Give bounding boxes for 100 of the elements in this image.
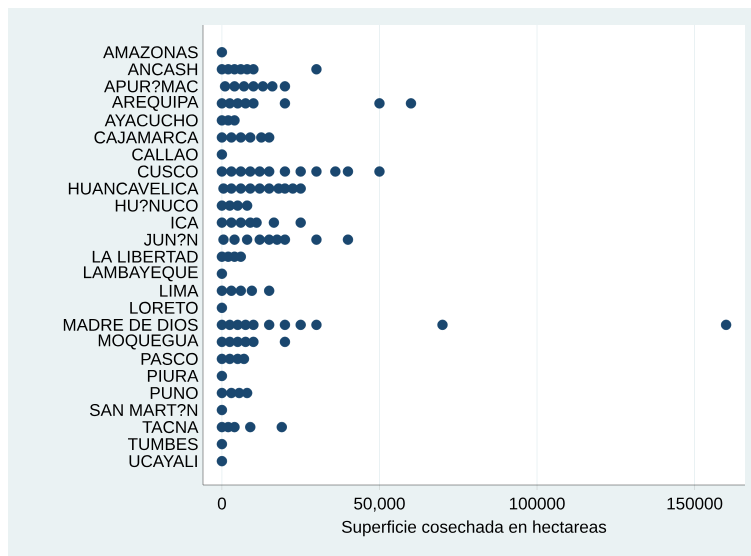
y-tick-label: APUR?MAC — [104, 80, 198, 92]
point — [248, 320, 259, 330]
point — [311, 64, 322, 74]
point — [229, 81, 240, 92]
y-tick-label: HU?NUCO — [116, 200, 198, 212]
point — [268, 217, 280, 228]
y-tick-label: CAJAMARCA — [94, 131, 198, 144]
x-tick-label: 0 — [218, 498, 226, 510]
y-tick-label: AYACUCHO — [104, 114, 198, 126]
point — [248, 98, 259, 109]
point — [216, 47, 228, 58]
point — [216, 438, 228, 450]
y-tick-label: CALLAO — [132, 148, 198, 161]
point — [280, 234, 290, 245]
point — [236, 217, 246, 228]
point — [216, 132, 228, 143]
point — [238, 81, 250, 92]
point — [264, 132, 274, 143]
y-tick-label: ICA — [172, 216, 198, 229]
point — [226, 217, 237, 228]
point — [245, 166, 256, 177]
y-tick-label: LAMBAYEQUE — [84, 266, 198, 282]
point — [276, 422, 287, 432]
x-axis-title: Superficie cosechada en hectareas — [342, 520, 606, 536]
y-tick-label: PASCO — [142, 352, 198, 365]
point — [311, 234, 322, 245]
y-tick-label: MADRE DE DIOS — [64, 318, 198, 331]
y-tick-label: SAN MART?N — [90, 404, 198, 416]
point — [226, 286, 237, 296]
point — [406, 98, 416, 109]
y-tick-label: MOQUEGUA — [98, 334, 198, 350]
x-tick-label: 150000 — [668, 498, 722, 510]
point — [254, 183, 265, 194]
point — [280, 336, 290, 348]
point — [245, 183, 256, 194]
point — [264, 320, 274, 330]
point — [236, 132, 246, 143]
point — [236, 286, 246, 296]
y-tick-label: JUN?N — [144, 234, 198, 246]
y-tick-label: TACNA — [142, 421, 198, 434]
point — [311, 166, 322, 177]
point — [295, 217, 306, 228]
x-tick-label: 50,000 — [354, 498, 405, 512]
point — [437, 320, 448, 330]
point — [216, 370, 228, 382]
point — [216, 166, 228, 177]
y-tick-label: PUNO — [150, 386, 198, 400]
point — [267, 81, 278, 92]
point — [226, 166, 237, 177]
y-tick-label: UCAYALI — [130, 455, 197, 468]
point — [374, 98, 385, 109]
point — [245, 422, 256, 432]
point — [295, 320, 306, 330]
point — [374, 166, 385, 177]
point — [232, 200, 243, 211]
point — [216, 149, 228, 160]
point — [248, 81, 259, 92]
point — [342, 234, 354, 245]
point — [245, 132, 256, 143]
y-tick-label: LORETO — [130, 302, 198, 314]
x-tick-label: 100000 — [510, 498, 565, 510]
point — [220, 81, 230, 92]
y-tick-label: LIMA — [160, 284, 198, 297]
point — [242, 234, 252, 245]
point — [264, 286, 274, 296]
y-tick-label: HUANCAVELICA — [68, 182, 198, 195]
point — [216, 404, 228, 416]
point — [229, 234, 240, 245]
point — [216, 388, 228, 398]
point — [295, 183, 306, 194]
point — [295, 166, 306, 177]
y-tick-label: AMAZONAS — [103, 46, 198, 58]
y-tick-label: ANCASH — [128, 63, 198, 76]
point — [236, 166, 246, 177]
point — [311, 320, 322, 330]
y-tick-label: TUMBES — [128, 438, 198, 450]
y-tick-label: PIURA — [148, 370, 198, 382]
point — [280, 320, 290, 330]
point — [342, 166, 354, 177]
point — [226, 183, 237, 194]
point — [218, 234, 229, 245]
point — [242, 388, 252, 398]
point — [254, 234, 265, 245]
point — [236, 183, 246, 194]
point — [216, 217, 228, 228]
point — [226, 132, 237, 143]
point — [280, 81, 290, 92]
point — [216, 456, 228, 466]
point — [216, 286, 228, 296]
point — [216, 302, 228, 314]
y-tick-label: AREQUIPA — [112, 96, 198, 111]
point — [248, 336, 259, 348]
point — [258, 81, 268, 92]
point — [264, 183, 274, 194]
y-tick-label: CUSCO — [138, 166, 198, 178]
point — [280, 98, 290, 109]
y-tick-label: LA LIBERTAD — [92, 250, 198, 263]
point — [254, 166, 265, 177]
point — [242, 200, 252, 211]
point — [280, 166, 290, 177]
